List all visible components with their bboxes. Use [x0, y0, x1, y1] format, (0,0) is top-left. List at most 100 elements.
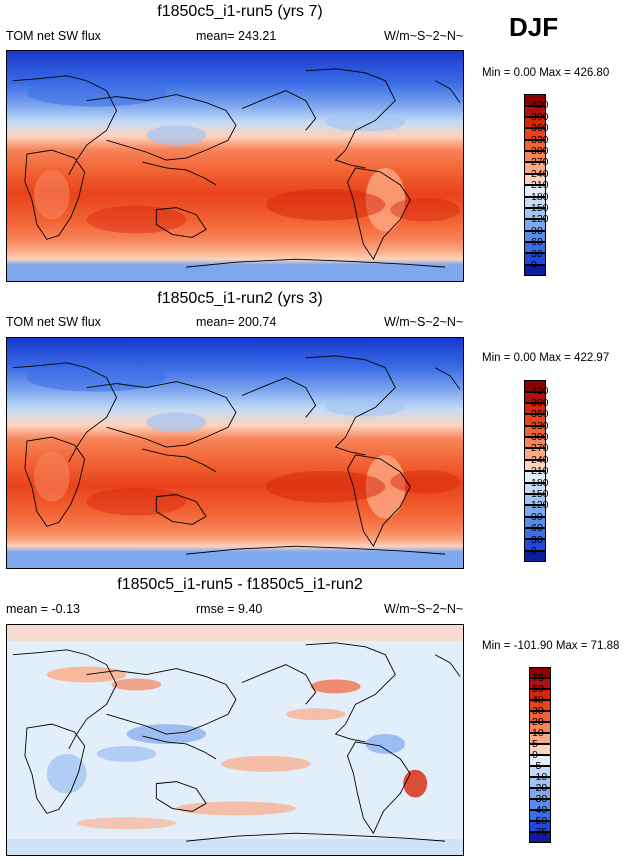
panel2-colorbar-label: 390 — [531, 397, 549, 409]
panel3-colorbar-box-8 — [529, 755, 551, 766]
panel3-colorbar-box-5 — [529, 722, 551, 733]
panel1-map — [6, 50, 464, 282]
panel2-colorbar-box-11 — [524, 505, 546, 517]
panel1-colorbar-box-3 — [524, 128, 546, 140]
panel3-colorbar-box-13 — [529, 810, 551, 821]
panel3-title: f1850c5_i1-run5 - f1850c5_i1-run2 — [117, 576, 363, 593]
panel3-colorbar-box-14 — [529, 821, 551, 832]
panel2-colorbar-box-2 — [524, 403, 546, 414]
panel3-colorbar-box-1 — [529, 678, 551, 689]
panel3-colorbar-label: 75 — [532, 672, 544, 684]
season-label: DJF — [509, 12, 559, 42]
panel3-colorbar-label: 40 — [532, 694, 544, 706]
panel1-colorbar-label: 180 — [531, 191, 549, 203]
panel1-mean-label: mean= 243.21 — [196, 29, 277, 43]
panel1-colorbar-label: 60 — [531, 236, 543, 248]
panel1-colorbar-box-6 — [524, 162, 546, 174]
panel3-colorbar-label: 0 — [532, 749, 538, 761]
panel2-units-label: W/m~S~2~N~ — [384, 315, 464, 329]
panel3-colorbar-box-15 — [529, 832, 551, 843]
panel3-colorbar-label: 10 — [532, 727, 544, 739]
panel2-colorbar-label: 60 — [531, 522, 543, 534]
panel2-colorbar-box-5 — [524, 437, 546, 448]
panel1-units-label: W/m~S~2~N~ — [384, 29, 464, 43]
panel3-map — [6, 624, 464, 856]
panel1-colorbar-box-15 — [524, 265, 546, 276]
panel2-colorbar-label: 240 — [531, 454, 549, 466]
panel2-colorbar-box-9 — [524, 483, 546, 494]
panel3-colorbar-box-12 — [529, 799, 551, 810]
panel2-colorbar-box-1 — [524, 392, 546, 403]
panel3-colorbar-box-6 — [529, 733, 551, 744]
panel1-minmax-label: Min = 0.00 Max = 426.80 — [482, 67, 610, 79]
panel3-colorbar-label: 20 — [532, 716, 544, 728]
panel3-colorbar-box-9 — [529, 766, 551, 777]
panel1-colorbar-label: 0 — [531, 259, 537, 271]
panel3-colorbar-label: 50 — [532, 683, 544, 695]
panel2-colorbar-label: 360 — [531, 408, 549, 420]
panel1-colorbar-label: 420 — [531, 99, 549, 111]
panel1-colorbar-label: 150 — [531, 202, 549, 214]
panel2-colorbar-box-4 — [524, 426, 546, 437]
panel1-colorbar-box-4 — [524, 140, 546, 151]
panel2-colorbar-box-10 — [524, 494, 546, 505]
panel3-colorbar-label: -5 — [532, 760, 542, 772]
panel1-colorbar-label: 120 — [531, 213, 549, 225]
panel3-minmax-label: Min = -101.90 Max = 71.88 — [482, 640, 620, 652]
panel2-colorbar-box-13 — [524, 528, 546, 539]
panel3-mean-label: mean = -0.13 — [6, 602, 81, 616]
panel1-variable-label: TOM net SW flux — [6, 29, 101, 43]
panel1-colorbar-box-10 — [524, 208, 546, 219]
panel2-colorbar-label: 30 — [531, 534, 543, 546]
panel2-colorbar-box-15 — [524, 551, 546, 562]
panel3-colorbar-box-4 — [529, 711, 551, 722]
panel2-title: f1850c5_i1-run2 (yrs 3) — [157, 290, 323, 307]
panel2-colorbar-box-6 — [524, 448, 546, 460]
panel1-colorbar-label: 90 — [531, 225, 543, 237]
panel1-colorbar-label: 240 — [531, 168, 549, 180]
panel2-colorbar-label: 300 — [531, 431, 549, 443]
panel1-colorbar-label: 30 — [531, 248, 543, 260]
panel2-colorbar-box-0 — [524, 380, 546, 392]
panel1-colorbar-label: 300 — [531, 145, 549, 157]
panel2-colorbar-label: 330 — [531, 420, 549, 432]
panel3-units-label: W/m~S~2~N~ — [384, 602, 464, 616]
panel3-rmse-label: rmse = 9.40 — [196, 602, 263, 616]
panel3-colorbar-label: -30 — [532, 793, 548, 805]
panel2-mean-label: mean= 200.74 — [196, 315, 277, 329]
panel1-colorbar-label: 270 — [531, 156, 549, 168]
panel1-colorbar-label: 210 — [531, 179, 549, 191]
panel1-colorbar-label: 390 — [531, 111, 549, 123]
panel3-colorbar-box-10 — [529, 777, 551, 788]
panel1-colorbar-box-1 — [524, 106, 546, 117]
panel2-colorbar-label: 120 — [531, 499, 549, 511]
panel1-colorbar-box-11 — [524, 219, 546, 231]
panel1-colorbar-box-12 — [524, 231, 546, 242]
panel3-colorbar-box-2 — [529, 689, 551, 700]
panel1-title: f1850c5_i1-run5 (yrs 7) — [157, 3, 323, 20]
panel2-colorbar-label: 150 — [531, 488, 549, 500]
panel1-colorbar-box-14 — [524, 253, 546, 265]
panel1-colorbar-box-5 — [524, 151, 546, 162]
panel3-colorbar-label: -50 — [532, 815, 548, 827]
panel3-colorbar-label: -20 — [532, 782, 548, 794]
panel1-colorbar-box-9 — [524, 197, 546, 208]
panel2-colorbar-label: 180 — [531, 477, 549, 489]
panel3-colorbar-label: -40 — [532, 804, 548, 816]
panel3-colorbar-box-0 — [529, 667, 551, 678]
panel3-colorbar-box-11 — [529, 788, 551, 799]
panel2-colorbar-label: 270 — [531, 442, 549, 454]
panel2-colorbar-box-3 — [524, 414, 546, 426]
panel2-colorbar-box-12 — [524, 517, 546, 528]
panel2-colorbar-box-7 — [524, 460, 546, 471]
panel2-minmax-label: Min = 0.00 Max = 422.97 — [482, 352, 610, 364]
panel2-variable-label: TOM net SW flux — [6, 315, 101, 329]
panel1-colorbar-box-2 — [524, 117, 546, 128]
panel2-colorbar-box-14 — [524, 539, 546, 551]
panel1-colorbar-box-7 — [524, 174, 546, 185]
panel2-colorbar-box-8 — [524, 471, 546, 483]
panel1-colorbar-box-8 — [524, 185, 546, 197]
panel3-colorbar-box-7 — [529, 744, 551, 755]
panel1-colorbar-box-0 — [524, 94, 546, 106]
panel2-map — [6, 337, 464, 569]
